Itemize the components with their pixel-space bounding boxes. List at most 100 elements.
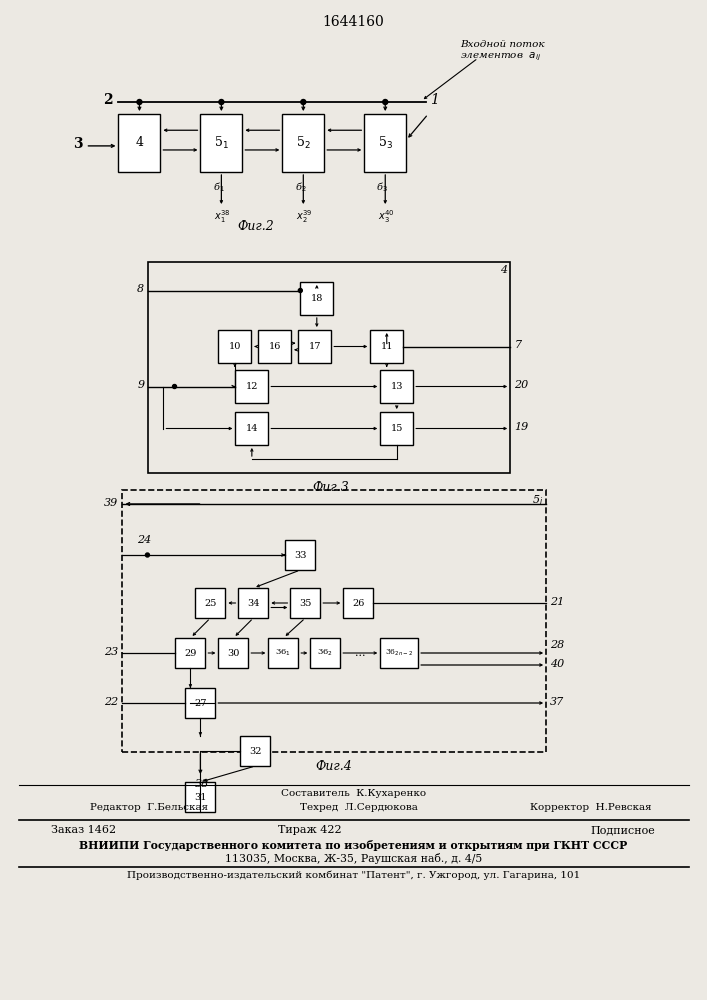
Text: 5$_3$: 5$_3$ <box>378 135 392 151</box>
Circle shape <box>298 288 303 292</box>
Text: $x_1^{38}$: $x_1^{38}$ <box>214 208 230 225</box>
Bar <box>235 412 269 445</box>
Bar <box>119 114 160 172</box>
Text: Тираж 422: Тираж 422 <box>279 825 342 835</box>
Text: Фиг.4: Фиг.4 <box>315 760 351 773</box>
Bar <box>185 782 216 812</box>
Bar <box>238 588 269 618</box>
Bar <box>286 540 315 570</box>
Text: 22: 22 <box>104 697 119 707</box>
Text: 34: 34 <box>247 598 259 607</box>
Text: 12: 12 <box>245 382 258 391</box>
Text: 26: 26 <box>352 598 365 607</box>
Text: 10: 10 <box>228 342 241 351</box>
Bar <box>200 114 243 172</box>
Bar <box>310 638 340 668</box>
Text: 36$_{2n-2}$: 36$_{2n-2}$ <box>385 648 414 658</box>
Text: 21: 21 <box>550 597 564 607</box>
Circle shape <box>146 553 149 557</box>
Text: б$_2$: б$_2$ <box>295 180 306 194</box>
Text: Корректор  Н.Ревская: Корректор Н.Ревская <box>530 803 652 812</box>
Text: 1644160: 1644160 <box>322 15 384 29</box>
Text: $x_3^{40}$: $x_3^{40}$ <box>378 208 395 225</box>
Bar <box>380 638 419 668</box>
Text: 11: 11 <box>380 342 393 351</box>
Bar <box>298 330 332 363</box>
Bar <box>122 490 546 752</box>
Text: 16: 16 <box>269 342 281 351</box>
Text: Подписное: Подписное <box>590 825 655 835</box>
Bar <box>300 282 333 315</box>
Text: 4: 4 <box>500 265 507 275</box>
Text: 38: 38 <box>195 779 209 789</box>
Text: 28: 28 <box>550 640 564 650</box>
Text: $x_2^{39}$: $x_2^{39}$ <box>296 208 312 225</box>
Text: Техред  Л.Сердюкова: Техред Л.Сердюкова <box>300 803 419 812</box>
Text: 5$_i$: 5$_i$ <box>532 493 543 507</box>
Text: Входной поток
элементов  $a_{ij}$: Входной поток элементов $a_{ij}$ <box>460 40 545 63</box>
Bar <box>175 638 206 668</box>
Bar <box>218 638 248 668</box>
Text: 29: 29 <box>185 648 197 658</box>
Text: 13: 13 <box>390 382 403 391</box>
Bar <box>240 736 270 766</box>
Text: ВНИИПИ Государственного комитета по изобретениям и открытиям при ГКНТ СССР: ВНИИПИ Государственного комитета по изоб… <box>79 840 627 851</box>
Circle shape <box>173 384 177 388</box>
Text: 113035, Москва, Ж-35, Раушская наб., д. 4/5: 113035, Москва, Ж-35, Раушская наб., д. … <box>225 853 482 864</box>
Text: 32: 32 <box>249 746 262 756</box>
Circle shape <box>219 100 224 104</box>
Text: Производственно-издательский комбинат "Патент", г. Ужгород, ул. Гагарина, 101: Производственно-издательский комбинат "П… <box>127 871 580 880</box>
Text: б$_1$: б$_1$ <box>213 180 224 194</box>
Bar <box>148 262 510 473</box>
Text: Заказ 1462: Заказ 1462 <box>50 825 116 835</box>
Text: ...: ... <box>355 648 366 658</box>
Text: 20: 20 <box>514 380 528 390</box>
Bar <box>380 412 413 445</box>
Text: 39: 39 <box>104 498 119 508</box>
Bar <box>370 330 403 363</box>
Bar <box>291 588 320 618</box>
Bar <box>282 114 325 172</box>
Text: Фиг.3: Фиг.3 <box>312 481 349 494</box>
Text: 15: 15 <box>390 424 403 433</box>
Text: 40: 40 <box>550 659 564 669</box>
Text: 27: 27 <box>194 698 206 708</box>
Bar <box>269 638 298 668</box>
Text: 30: 30 <box>227 648 240 658</box>
Text: Составитель  К.Кухаренко: Составитель К.Кухаренко <box>281 789 426 798</box>
Text: 14: 14 <box>245 424 258 433</box>
Text: 36$_1$: 36$_1$ <box>276 648 291 658</box>
Text: 31: 31 <box>194 792 206 802</box>
Text: 1: 1 <box>431 93 439 107</box>
Text: 17: 17 <box>308 342 321 351</box>
Bar <box>344 588 373 618</box>
Text: 7: 7 <box>514 340 521 351</box>
Text: 23: 23 <box>104 647 119 657</box>
Text: 25: 25 <box>204 598 216 607</box>
Circle shape <box>300 100 306 104</box>
Text: 33: 33 <box>294 550 307 560</box>
Text: 36$_2$: 36$_2$ <box>317 648 333 658</box>
Text: Редактор  Г.Бельская: Редактор Г.Бельская <box>90 803 209 812</box>
Text: 19: 19 <box>514 422 528 432</box>
Text: 5$_1$: 5$_1$ <box>214 135 229 151</box>
Circle shape <box>137 100 142 104</box>
Circle shape <box>382 100 387 104</box>
Bar <box>235 370 269 403</box>
Text: 4: 4 <box>136 136 144 149</box>
Bar <box>258 330 291 363</box>
Bar <box>218 330 252 363</box>
Text: 9: 9 <box>137 379 144 389</box>
Text: 8: 8 <box>137 284 144 294</box>
Text: 37: 37 <box>550 697 564 707</box>
Text: 5$_2$: 5$_2$ <box>296 135 310 151</box>
Text: Фиг.2: Фиг.2 <box>237 220 274 233</box>
Text: б$_3$: б$_3$ <box>376 180 388 194</box>
Text: 24: 24 <box>137 535 151 545</box>
Text: 18: 18 <box>310 294 323 303</box>
Bar <box>364 114 407 172</box>
Bar <box>185 688 216 718</box>
Bar <box>380 370 413 403</box>
Text: 3: 3 <box>73 137 83 151</box>
Text: 35: 35 <box>299 598 312 607</box>
